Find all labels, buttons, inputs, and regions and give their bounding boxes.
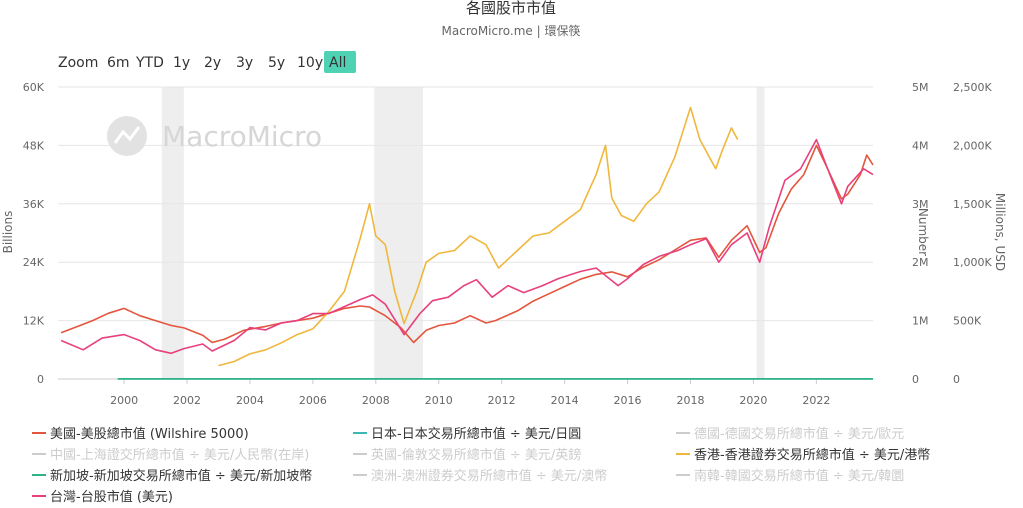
x-tick-label: 2000 [110,394,138,407]
legend-label: 日本-日本交易所總市值 ÷ 美元/日圓 [371,426,581,442]
zoom-button-all[interactable]: All [329,55,346,71]
y-tick-label: 0 [912,373,919,386]
x-tick-label: 2020 [739,394,767,407]
y-tick-label: 5M [912,81,929,94]
zoom-button-3y[interactable]: 3y [236,55,253,71]
zoom-button-2y[interactable]: 2y [204,55,221,71]
zoom-button-ytd[interactable]: YTD [135,55,164,71]
y-axis-title-mid: Number [916,208,930,256]
recession-band [756,87,765,379]
y-tick-label: 2,500K [953,81,992,94]
watermark-logo-mark [113,126,141,144]
x-tick-label: 2014 [551,394,579,407]
zoom-button-10y[interactable]: 10y [297,55,323,71]
y-tick-label: 12K [23,315,45,328]
y-tick-label: 4M [912,139,929,152]
legend-item-5[interactable]: 香港-香港證券交易所總市值 ÷ 美元/港幣 [676,447,930,463]
y-tick-label: 1,000K [953,256,992,269]
x-tick-label: 2002 [173,394,201,407]
y-tick-label: 48K [23,139,45,152]
legend-item-0[interactable]: 美國-美股總市值 (Wilshire 5000) [32,426,249,442]
legend-label: 中國-上海證交所總市值 ÷ 美元/人民幣(在岸) [50,447,309,463]
legend-item-4[interactable]: 英國-倫敦交易所總市值 ÷ 美元/英鎊 [353,447,581,463]
y-tick-label: 0 [953,373,960,386]
x-tick-label: 2010 [425,394,453,407]
zoom-button-1y[interactable]: 1y [173,55,190,71]
recession-band [161,87,184,379]
x-tick-label: 2012 [488,394,516,407]
x-tick-label: 2022 [802,394,830,407]
y-tick-label: 1,500K [953,198,992,211]
plot-area: 0 12K 24K 36K 48K 60K 0 1M 2M 3M 4M 5M 0 500K 1,000K 1,… [23,81,993,407]
x-tick-label: 2006 [299,394,327,407]
legend-item-9[interactable]: 台灣-台股市值 (美元) [32,489,173,505]
y-tick-label: 3M [912,198,929,211]
legend-label: 美國-美股總市值 (Wilshire 5000) [50,426,249,442]
legend-label: 南韓-韓國交易所總市值 ÷ 美元/韓圜 [694,468,904,484]
zoom-button-bg-7 [324,51,356,73]
legend-label: 台灣-台股市值 (美元) [50,489,173,505]
legend-item-8[interactable]: 南韓-韓國交易所總市值 ÷ 美元/韓圜 [676,468,904,484]
y-tick-label: 0 [37,373,44,386]
legend-label: 新加坡-新加坡交易所總市值 ÷ 美元/新加坡幣 [50,468,312,484]
chart-title: 各國股市市值 [466,0,556,17]
x-tick-label: 2018 [676,394,704,407]
legend-item-1[interactable]: 日本-日本交易所總市值 ÷ 美元/日圓 [353,426,581,442]
legend-item-2[interactable]: 德國-德國交易所總市值 ÷ 美元/歐元 [676,426,904,442]
y-tick-label: 24K [23,256,45,269]
y-tick-label: 1M [912,315,929,328]
legend-item-7[interactable]: 澳洲-澳洲證券交易所總市值 ÷ 美元/澳幣 [353,468,607,484]
y-axis-title-left: Billions [1,211,15,254]
series-line-0 [60,144,874,344]
y-axis-title-right: Millions, USD [993,193,1007,271]
legend-label: 英國-倫敦交易所總市值 ÷ 美元/英鎊 [371,447,581,463]
legend-item-6[interactable]: 新加坡-新加坡交易所總市值 ÷ 美元/新加坡幣 [32,468,312,484]
y-tick-label: 2,000K [953,139,992,152]
zoom-bar: Zoom 6m YTD 1y 2y 3y 5y 10y All [58,51,356,73]
recession-band [374,87,424,379]
legend-label: 德國-德國交易所總市值 ÷ 美元/歐元 [694,426,904,442]
legend-label: 香港-香港證券交易所總市值 ÷ 美元/港幣 [694,447,930,463]
zoom-button-6m[interactable]: 6m [107,55,130,71]
watermark: MacroMicro [107,116,322,156]
x-tick-label: 2008 [362,394,390,407]
y-tick-label: 2M [912,256,929,269]
y-tick-label: 36K [23,198,45,211]
legend-item-3[interactable]: 中國-上海證交所總市值 ÷ 美元/人民幣(在岸) [32,447,309,463]
legend-label: 澳洲-澳洲證券交易所總市值 ÷ 美元/澳幣 [371,468,607,484]
watermark-text: MacroMicro [162,120,322,153]
y-tick-label: 500K [953,315,982,328]
x-tick-label: 2016 [614,394,642,407]
series-line-9 [60,138,874,355]
zoom-button-5y[interactable]: 5y [268,55,285,71]
chart-subtitle: MacroMicro.me | 環保筷 [442,23,581,38]
x-tick-label: 2004 [236,394,264,407]
zoom-label: Zoom [58,55,98,71]
series-line-5 [218,106,739,367]
legend: 美國-美股總市值 (Wilshire 5000) 日本-日本交易所總市值 ÷ 美元… [32,426,930,505]
y-tick-label: 60K [23,81,45,94]
